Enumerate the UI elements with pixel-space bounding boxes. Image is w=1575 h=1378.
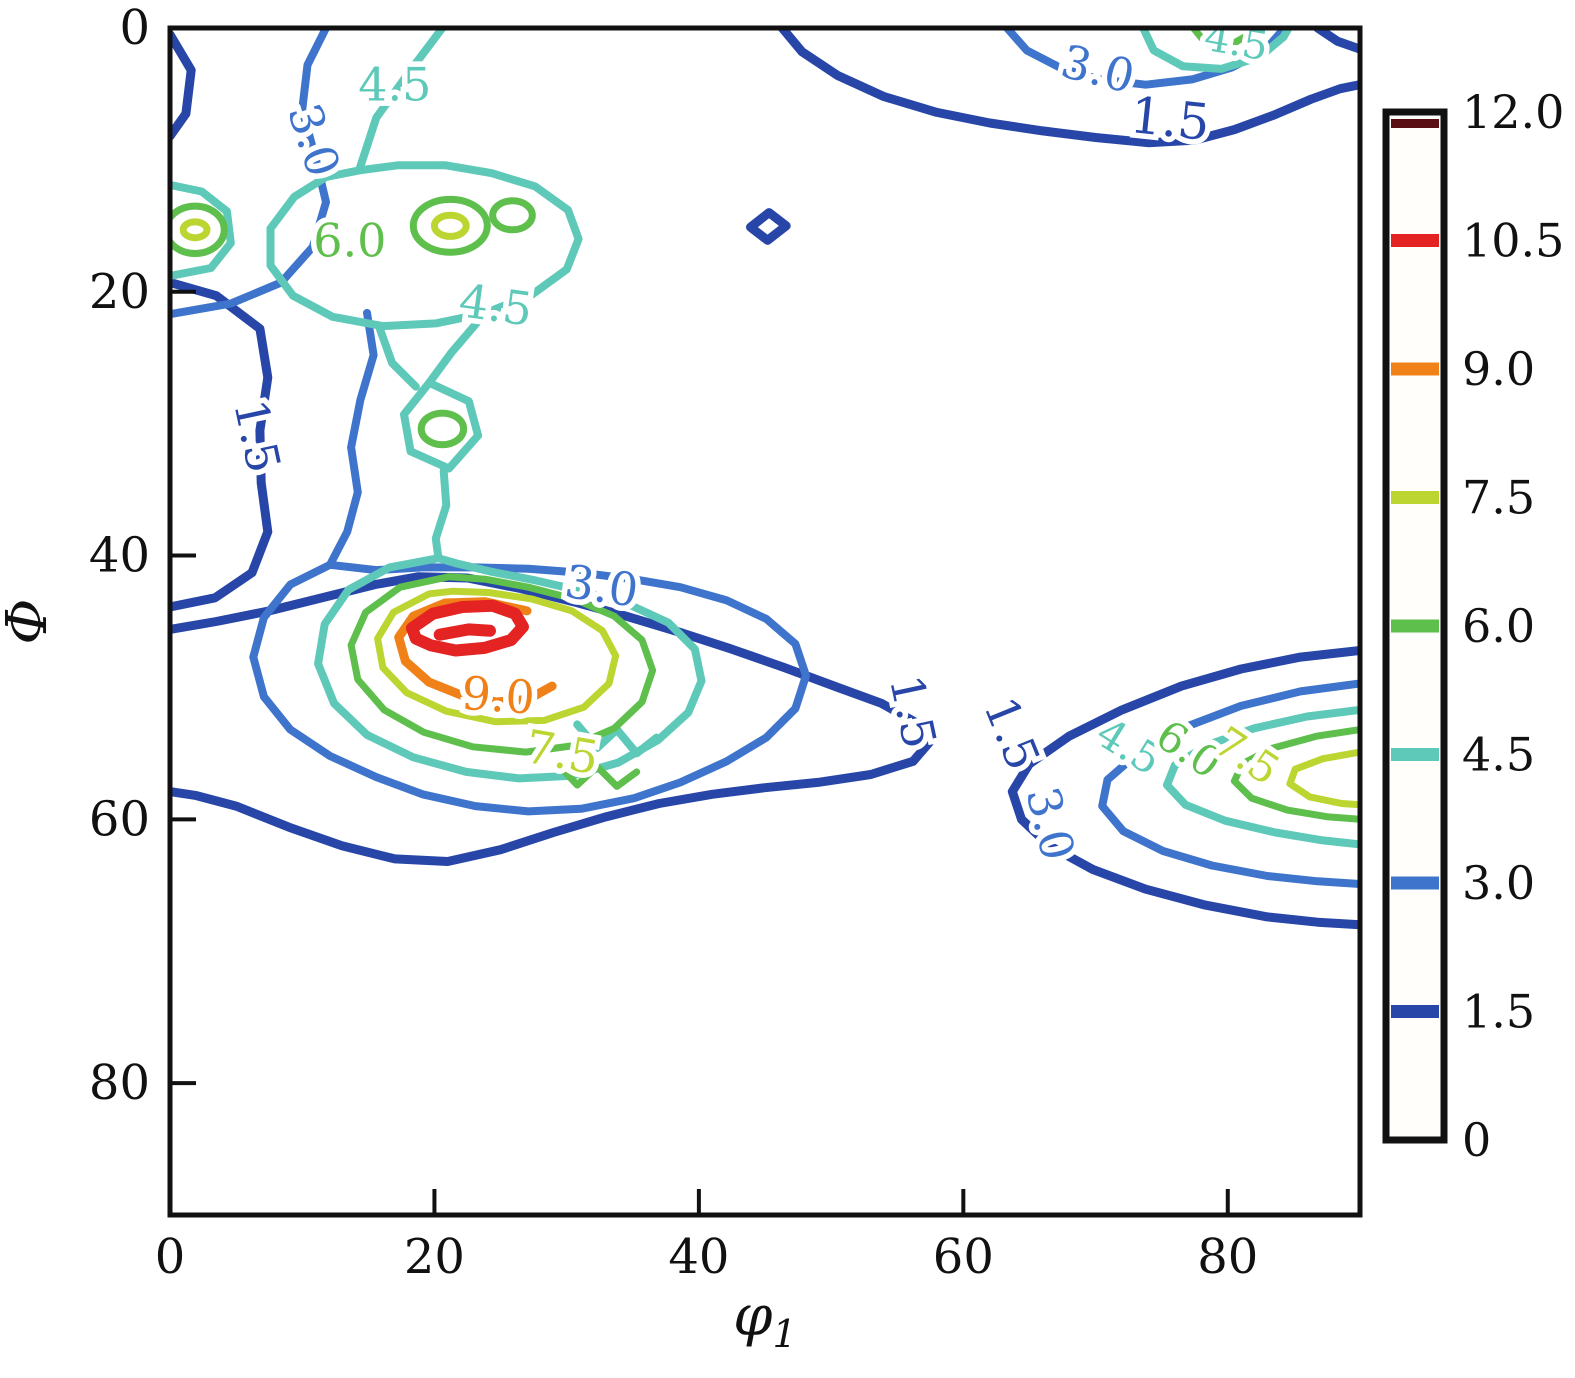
y-axis-title: Φ bbox=[0, 599, 60, 645]
contour-line-4.5 bbox=[266, 161, 583, 331]
contour-blob-6 bbox=[489, 197, 536, 234]
colorbar-band-3 bbox=[1391, 876, 1439, 890]
y-tick-label: 60 bbox=[89, 791, 150, 847]
x-tick-label: 0 bbox=[155, 1229, 186, 1285]
colorbar-band-7.5 bbox=[1391, 491, 1439, 504]
contour-layer: 4.53.06.04.51.53.09.07.5 1.5 1.53.03.01.54… bbox=[170, 14, 1360, 930]
contour-label: 1.5 bbox=[879, 670, 947, 753]
colorbar-band-12 bbox=[1391, 119, 1439, 128]
contour-label: 4.5 bbox=[358, 58, 431, 112]
colorbar-tick-label: 3.0 bbox=[1462, 856, 1535, 910]
contour-line-1.5 bbox=[1313, 28, 1360, 54]
contour-line-7.5 bbox=[374, 587, 620, 726]
y-tick-label: 80 bbox=[89, 1055, 150, 1111]
colorbar-tick-label: 1.5 bbox=[1462, 985, 1535, 1039]
x-tick-label: 40 bbox=[668, 1229, 729, 1285]
contour-line-3 bbox=[170, 28, 330, 319]
contour-label: 3.0 bbox=[1015, 782, 1085, 866]
contour-line-3 bbox=[249, 308, 810, 816]
colorbar-tick-label: 7.5 bbox=[1462, 471, 1535, 525]
contour-line-4.5 bbox=[431, 467, 451, 563]
contour-label: 4.5 bbox=[456, 273, 536, 337]
contour-line-6 bbox=[553, 760, 641, 790]
contour-blob-7.5 bbox=[430, 211, 470, 240]
contour-line-3 bbox=[1098, 679, 1360, 888]
contour-label: 6.0 bbox=[313, 213, 386, 267]
colorbar-band-1.5 bbox=[1391, 1005, 1439, 1018]
colorbar-tick-label: 10.5 bbox=[1462, 214, 1564, 268]
contour-line-4.5 bbox=[374, 322, 420, 391]
colorbar-band-6 bbox=[1391, 619, 1439, 633]
contour-line-4.5 bbox=[314, 554, 706, 783]
contour-line-4.5 bbox=[1163, 705, 1360, 849]
colorbar-band-4.5 bbox=[1391, 748, 1439, 761]
contour-label: 7.5 bbox=[1206, 717, 1289, 795]
contour-label: 1.5 bbox=[223, 395, 291, 478]
contour-line-1.5 bbox=[170, 30, 196, 141]
y-tick-label: 0 bbox=[119, 0, 150, 56]
contour-line-4.5 bbox=[355, 28, 447, 175]
colorbar-tick-label: 0 bbox=[1462, 1113, 1491, 1167]
colorbar-band-9 bbox=[1391, 362, 1439, 376]
contour-line-1.5 bbox=[1007, 646, 1360, 930]
contour-line-1.5 bbox=[746, 208, 791, 245]
contour-line-6 bbox=[347, 573, 657, 756]
contour-label: 3.0 bbox=[1056, 34, 1140, 104]
contour-line-4.5 bbox=[400, 378, 483, 473]
contour-blob-6 bbox=[417, 409, 468, 449]
contour-label: 1.5 bbox=[1127, 86, 1212, 152]
y-tick-label: 20 bbox=[89, 264, 150, 320]
x-tick-label: 60 bbox=[933, 1229, 994, 1285]
x-tick-label: 20 bbox=[404, 1229, 465, 1285]
contour-line-10.5 bbox=[406, 599, 529, 657]
colorbar-band-10.5 bbox=[1391, 234, 1439, 247]
contour-label: 9.0 bbox=[460, 666, 537, 725]
contour-blob-6 bbox=[409, 195, 491, 256]
x-axis-title: φ1 bbox=[733, 1284, 796, 1356]
contour-line-4.5 bbox=[170, 180, 235, 280]
contour-label: 4.5 bbox=[1201, 14, 1272, 70]
contour-blob-6 bbox=[170, 202, 228, 257]
contour-label: 1.5 bbox=[973, 689, 1050, 777]
x-tick-label: 80 bbox=[1197, 1229, 1258, 1285]
contour-line-4.5 bbox=[1139, 28, 1293, 73]
contour-line-1.5 bbox=[777, 28, 1360, 148]
colorbar-tick-label: 9.0 bbox=[1462, 342, 1535, 396]
colorbar-tick-label: 4.5 bbox=[1462, 728, 1535, 782]
contour-line-6 bbox=[1230, 726, 1360, 823]
contour-line-6 bbox=[1189, 28, 1257, 49]
contour-label: 3.0 bbox=[562, 554, 642, 618]
contour-line-10.5 bbox=[433, 623, 496, 641]
contour-line-4.5 bbox=[425, 312, 486, 387]
colorbar-tick-label: 12.0 bbox=[1462, 85, 1564, 139]
y-tick-label: 40 bbox=[89, 528, 150, 584]
contour-line-1.5 bbox=[170, 278, 273, 612]
colorbar-tick-label: 6.0 bbox=[1462, 599, 1535, 653]
plot-frame bbox=[167, 25, 1363, 1218]
contour-blob-7.5 bbox=[179, 218, 211, 242]
contour-line-7.5 bbox=[1286, 748, 1360, 809]
